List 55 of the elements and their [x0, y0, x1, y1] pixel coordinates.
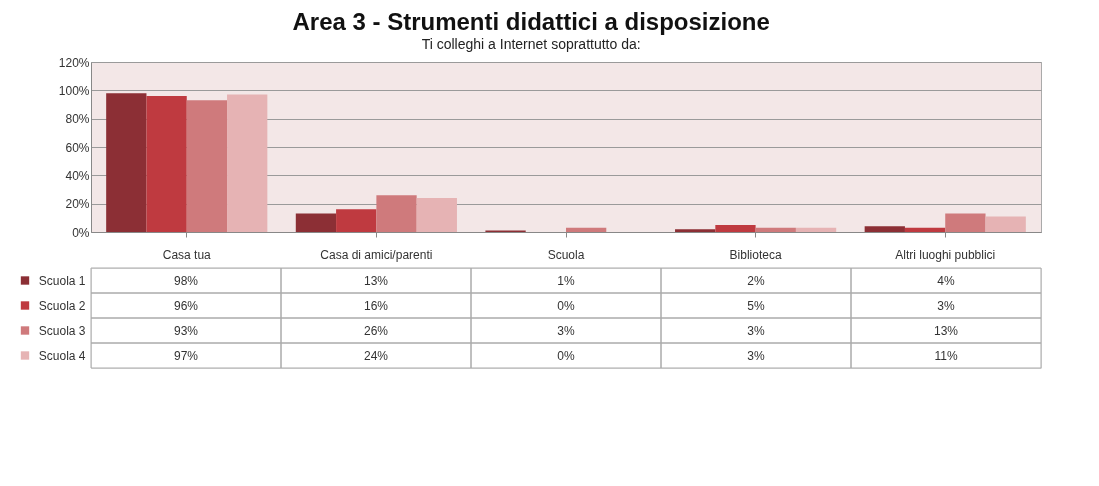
bar: [186, 100, 228, 232]
data-label: 0%: [557, 298, 575, 313]
data-label: 3%: [747, 348, 765, 363]
x-tick-label: Scuola: [547, 247, 585, 262]
x-tick-label: Casa di amici/parenti: [320, 247, 433, 262]
data-label: 3%: [557, 323, 575, 338]
x-tick-label: Casa tua: [162, 247, 212, 262]
bar: [715, 224, 756, 232]
bar: [675, 229, 716, 232]
bar: [227, 94, 268, 232]
data-label: 16%: [363, 298, 389, 313]
bar: [336, 209, 377, 232]
data-label: 13%: [363, 273, 389, 288]
bar: [146, 96, 187, 232]
data-label: 11%: [934, 348, 958, 363]
bar: [295, 213, 337, 232]
data-label: 13%: [933, 323, 959, 338]
y-tick-label: 120%: [58, 55, 90, 70]
legend-label: Scuola 1: [38, 273, 86, 288]
bar: [985, 216, 1026, 232]
chart-title: Area 3 - Strumenti didattici a disposizione: [292, 7, 770, 35]
data-label: 96%: [173, 298, 199, 313]
bar: [904, 227, 946, 232]
data-label: 1%: [557, 273, 575, 288]
data-label: 24%: [363, 348, 389, 363]
data-label: 26%: [363, 323, 389, 338]
bar: [106, 93, 147, 232]
data-label: 97%: [173, 348, 199, 363]
bar: [945, 213, 986, 232]
data-label: 3%: [747, 323, 765, 338]
y-tick-label: 60%: [65, 140, 90, 155]
y-tick-label: 40%: [65, 168, 90, 183]
data-label: 4%: [937, 273, 955, 288]
data-label: 0%: [557, 348, 575, 363]
bar: [864, 226, 905, 232]
y-tick-label: 0%: [72, 225, 90, 240]
bar: [416, 198, 457, 232]
x-tick-label: Biblioteca: [729, 247, 782, 262]
data-label: 3%: [937, 298, 955, 313]
bar: [566, 227, 607, 232]
bar: [795, 227, 837, 232]
y-tick-label: 100%: [58, 83, 90, 98]
y-tick-label: 20%: [65, 197, 90, 212]
data-label: 98%: [173, 273, 199, 288]
legend-label: Scuola 4: [38, 348, 86, 363]
legend-label: Scuola 2: [38, 298, 86, 313]
data-label: 5%: [747, 298, 765, 313]
bar: [755, 227, 796, 232]
chart-subtitle: Ti colleghi a Internet soprattutto da:: [421, 35, 641, 52]
data-label: 2%: [747, 273, 765, 288]
bar: [376, 195, 417, 232]
data-label: 93%: [173, 323, 199, 338]
x-tick-label: Altri luoghi pubblici: [895, 247, 996, 262]
legend-label: Scuola 3: [38, 323, 86, 338]
y-tick-label: 80%: [65, 112, 90, 127]
